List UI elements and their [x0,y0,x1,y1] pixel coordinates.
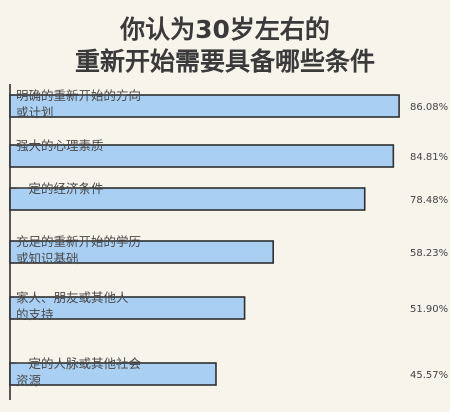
category-label-4-line-1: 充足的重新开始的学历 [16,234,141,249]
category-label-5-line-2: 的支持 [16,307,54,322]
bar-4 [9,240,274,264]
category-label-6-line-2: 资源 [16,373,42,388]
category-label-2-line-1: 强大的心理素质 [16,138,104,153]
chart-title-line-2: 重新开始需要具备哪些条件 [75,47,375,76]
category-label-5-line-1: 家人、朋友或其他人 [16,290,129,305]
bar-1 [9,94,400,118]
value-label-3: 78.48% [410,195,448,206]
bars-group [9,94,400,386]
value-label-1: 86.08% [410,102,448,113]
category-label-1-line-2: 或计划 [16,105,54,120]
category-label-4-line-2: 或知识基础 [16,251,79,266]
bar-2 [9,144,395,168]
bar-6 [9,362,217,386]
value-label-6: 45.57% [410,370,448,381]
category-label-1-line-1: 明确的重新开始的方向 [16,88,141,103]
bar-5 [9,296,246,320]
value-labels-group: 86.08% 84.81% 78.48% 58.23% 51.90% 45.57% [410,102,448,381]
value-label-5: 51.90% [410,304,448,315]
category-label-6-line-1: 一定的人脉或其他社会 [16,356,142,371]
chart-title: 你认为30岁左右的 重新开始需要具备哪些条件 [75,15,375,76]
value-label-4: 58.23% [410,248,448,259]
category-labels-group: 明确的重新开始的方向或计划强大的心理素质一定的经济条件充足的重新开始的学历或知识… [16,88,142,388]
bar-3 [9,187,366,211]
category-label-3-line-1: 一定的经济条件 [16,181,104,196]
value-label-2: 84.81% [410,152,448,163]
chart-title-line-1: 你认为30岁左右的 [119,15,330,44]
